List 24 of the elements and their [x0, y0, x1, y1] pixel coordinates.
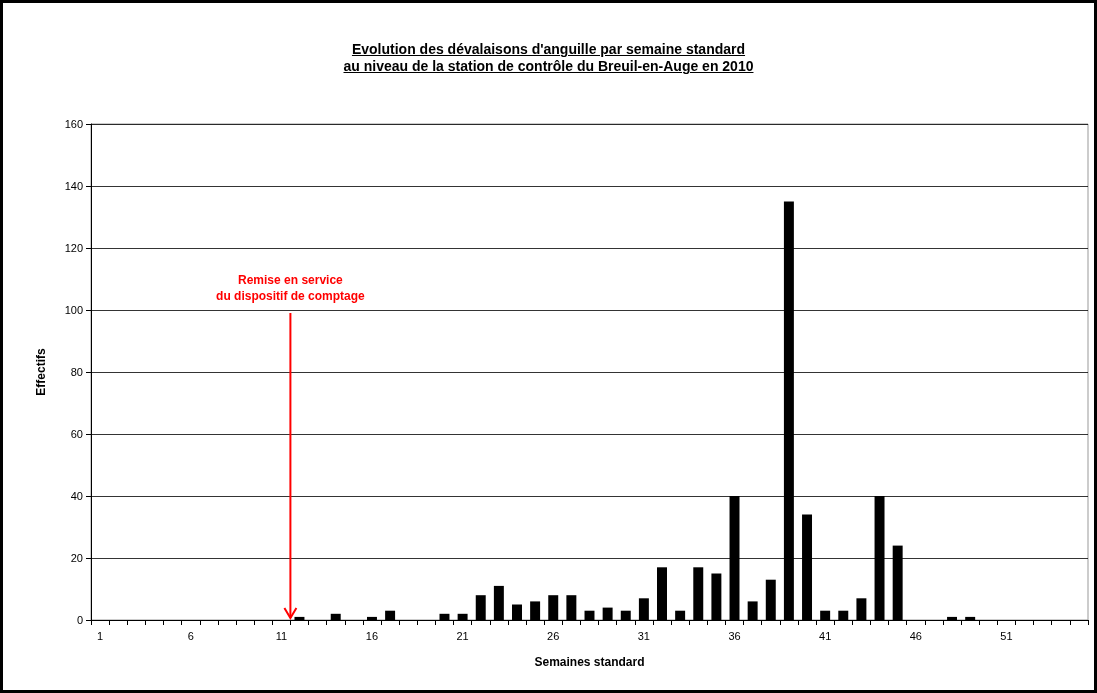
annotation: Remise en service du dispositif de comptage	[216, 273, 366, 303]
x-tick-label: 26	[547, 629, 560, 642]
y-axis-title: Effectifs	[34, 348, 48, 396]
x-tick-label: 31	[637, 629, 651, 642]
y-tick-label: 120	[64, 242, 83, 254]
y-tick-label: 100	[64, 304, 83, 316]
x-tick-label: 46	[909, 629, 922, 642]
x-tick-label: 41	[819, 629, 832, 642]
y-tick-label: 160	[64, 118, 83, 130]
x-tick-label: 51	[1000, 629, 1013, 642]
x-tick-label: 21	[456, 629, 469, 642]
y-tick-label: 140	[64, 180, 83, 192]
x-axis-title: Semaines standard	[534, 655, 645, 669]
y-tick-label: 60	[70, 428, 83, 440]
x-tick-label: 36	[728, 629, 741, 642]
y-tick-label: 80	[70, 366, 83, 378]
x-tick-label: 16	[365, 629, 379, 642]
x-tick-label: 1	[97, 629, 104, 642]
x-tick-label: 6	[187, 629, 194, 642]
y-tick-label: 40	[70, 490, 83, 502]
chart-title: Evolution des dévalaisons d'anguille par semaine standard au niveau de la station de contrôle du Breuil-en-Auge en 2010	[342, 41, 755, 75]
y-tick-label: 20	[70, 552, 83, 564]
y-tick-label: 0	[76, 614, 83, 626]
x-tick-label: 11	[275, 629, 288, 642]
